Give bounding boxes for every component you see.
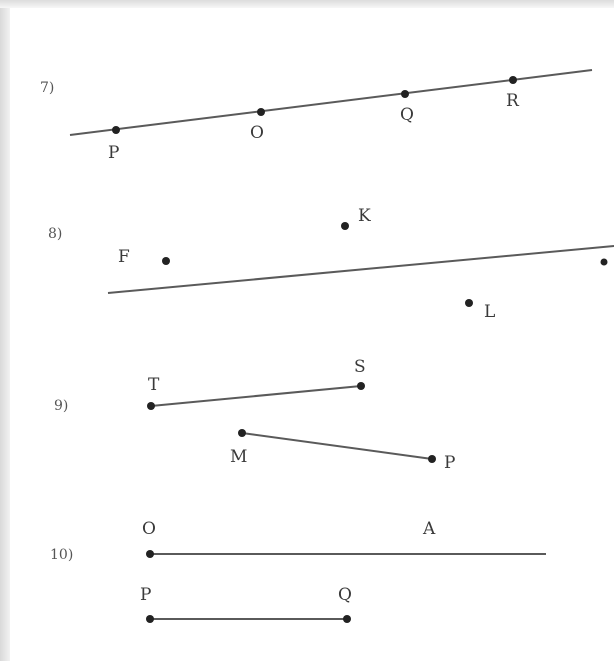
label-F: F (118, 247, 130, 267)
problem-9: 9) T S M P (54, 357, 455, 473)
segment-MP (241, 432, 433, 460)
problem-7-number: 7) (40, 80, 54, 96)
point-O (146, 550, 154, 558)
problem-7: 7) P O Q R (40, 69, 593, 163)
point-Q (343, 615, 351, 623)
point-P (112, 126, 120, 134)
top-shadow-edge (0, 0, 614, 8)
point-S (357, 382, 365, 390)
label-M: M (230, 447, 247, 467)
point-R (509, 76, 517, 84)
problem-10: 10) O A P Q (50, 519, 546, 623)
label-A: A (422, 519, 436, 539)
label-S: S (354, 357, 366, 377)
label-P-2: P (444, 453, 455, 473)
point-M (238, 429, 246, 437)
problem-10-number: 10) (50, 547, 73, 563)
line-through-POQR (69, 69, 593, 136)
problem-8: 8) F K L (48, 206, 614, 322)
point-Q (401, 90, 409, 98)
line-problem-8 (107, 245, 614, 294)
point-P (146, 615, 154, 623)
point-O (257, 108, 265, 116)
point-K (341, 222, 349, 230)
problem-8-number: 8) (48, 226, 62, 242)
left-shadow-edge (0, 0, 10, 661)
segment-TS (150, 385, 362, 407)
label-O: O (142, 519, 156, 539)
label-P-3: P (140, 585, 151, 605)
point-L (465, 299, 473, 307)
problem-9-number: 9) (54, 398, 68, 414)
label-L: L (484, 302, 495, 322)
point-F (162, 257, 170, 265)
label-P: P (108, 143, 119, 163)
point-P (428, 455, 436, 463)
label-Q-2: Q (338, 585, 352, 605)
point-line-end (600, 258, 608, 266)
label-T: T (148, 375, 160, 395)
label-Q: Q (400, 105, 414, 125)
label-K: K (358, 206, 371, 226)
point-T (147, 402, 155, 410)
label-R: R (506, 91, 520, 111)
label-O: O (250, 123, 264, 143)
